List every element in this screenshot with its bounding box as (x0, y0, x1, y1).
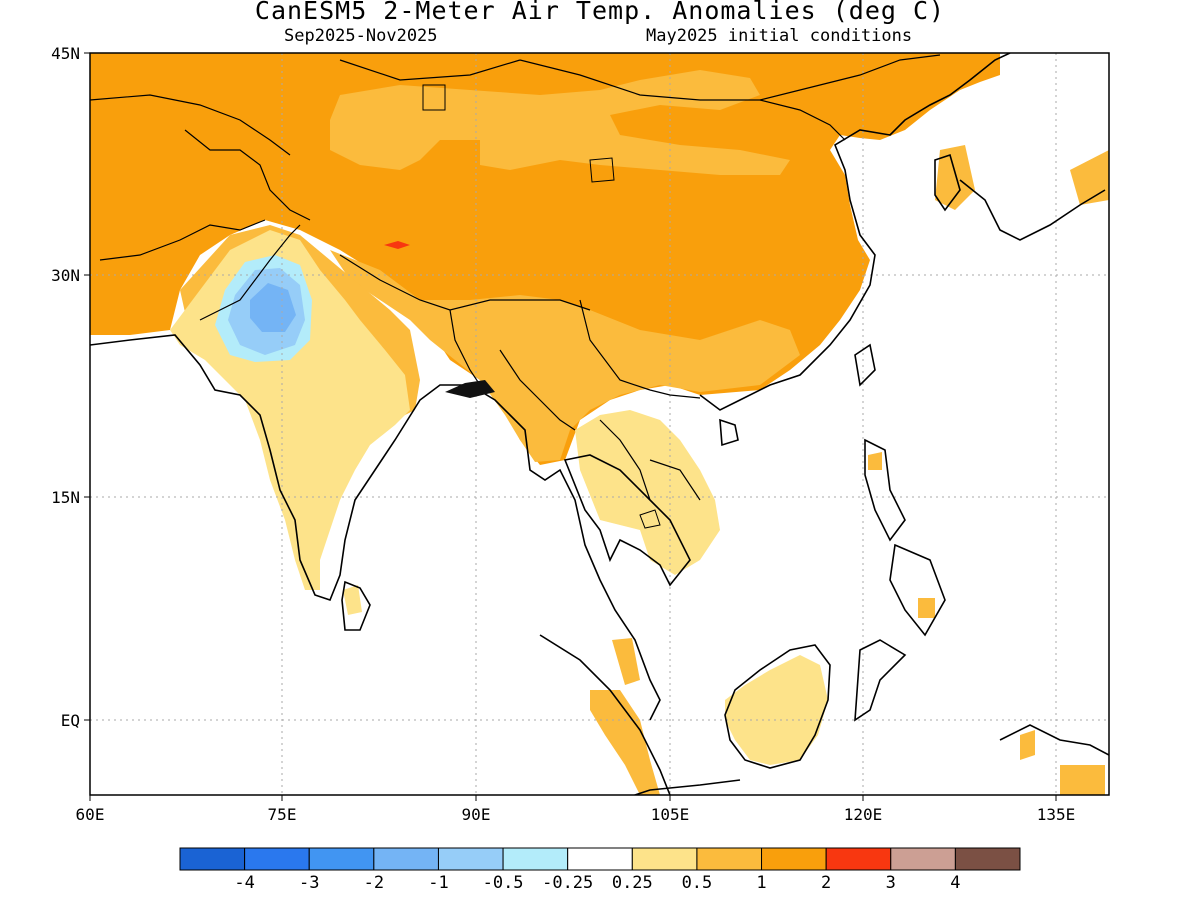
colorbar-label-0: -4 (234, 873, 254, 893)
lat-label-30n: 30N (51, 266, 80, 285)
lon-label-120e: 120E (844, 805, 883, 824)
longitude-axis: 60E 75E 90E 105E 120E 135E (76, 795, 1076, 824)
colorbar-label-3: -1 (428, 873, 448, 893)
colorbar-label-7: 0.5 (682, 873, 713, 893)
colorbar-swatch-1 (244, 847, 310, 871)
lon-label-135e: 135E (1037, 805, 1076, 824)
anomaly-region-0.5-to-1-malaya (612, 638, 640, 685)
anomaly-region-0.5-to-1 (330, 250, 800, 462)
anomaly-region-0.5-to-1-mindanao (918, 598, 935, 618)
colorbar-label-5: -0.25 (542, 873, 593, 893)
colorbar-swatch-7 (631, 847, 698, 871)
borders (90, 54, 941, 501)
anomaly-region-0.5-to-1-newguinea (1060, 765, 1105, 795)
lakes-and-islands (422, 84, 661, 529)
lon-label-75e: 75E (268, 805, 297, 824)
lat-label-eq: EQ (61, 711, 80, 730)
map-frame (89, 52, 1110, 796)
map-panel (90, 53, 1109, 795)
lon-label-105e: 105E (651, 805, 690, 824)
anomaly-region-0.25-to-0.5-srilanka (343, 585, 362, 615)
anomaly-region-0.5-to-1-korea (935, 145, 975, 210)
lat-label-15n: 15N (51, 488, 80, 507)
anomaly-region-1-cool (250, 283, 296, 332)
colorbar-label-6: 0.25 (612, 873, 653, 893)
anomaly-region-0.5-to-1-sulawesi (1020, 730, 1035, 760)
season-label: Sep2025-Nov2025 (284, 26, 438, 46)
lon-label-60e: 60E (76, 805, 105, 824)
initial-conditions-label: May2025 initial conditions (646, 26, 913, 46)
latitude-axis: 45N 30N 15N EQ (51, 44, 90, 730)
anomaly-region-2-to-3 (384, 241, 410, 249)
colorbar-swatch-0 (179, 847, 246, 871)
colorbar-swatch-8 (696, 847, 763, 871)
colorbar-label-4: -0.5 (483, 873, 524, 893)
colorbar-label-2: -2 (364, 873, 384, 893)
anomaly-region-0.5-to-1-luzon (868, 452, 882, 470)
map-title: CanESM5 2-Meter Air Temp. Anomalies (deg… (254, 0, 946, 25)
colorbar-swatch-11 (890, 847, 956, 871)
colorbar-swatch-2 (308, 847, 375, 871)
anomaly-region-0.5-to-1-sumatra (590, 690, 660, 795)
coastlines (90, 53, 1109, 795)
colorbar-label-10: 3 (886, 873, 896, 893)
colorbar-swatch-9 (761, 847, 827, 871)
colorbar-swatch-12 (954, 847, 1021, 871)
colorbar-swatch-10 (825, 847, 892, 871)
colorbar-label-11: 4 (950, 873, 960, 893)
colorbar: -4 -3 -2 -1 -0.5 -0.25 0.25 0.5 1 2 3 4 (179, 847, 1021, 893)
colorbar-label-8: 1 (756, 873, 766, 893)
colorbar-swatch-5 (502, 847, 569, 871)
colorbar-swatch-3 (373, 847, 439, 871)
ganges-delta (445, 380, 495, 398)
lat-label-45n: 45N (51, 44, 80, 63)
colorbar-swatch-6 (567, 847, 633, 871)
graticule (90, 53, 1109, 795)
anomaly-region-0.5-to-1-japan (1070, 150, 1109, 205)
anomaly-region-0.25-to-0.5-borneo (725, 655, 828, 765)
lon-label-90e: 90E (462, 805, 491, 824)
colorbar-swatch-4 (437, 847, 504, 871)
colorbar-label-9: 2 (821, 873, 831, 893)
colorbar-label-1: -3 (299, 873, 319, 893)
